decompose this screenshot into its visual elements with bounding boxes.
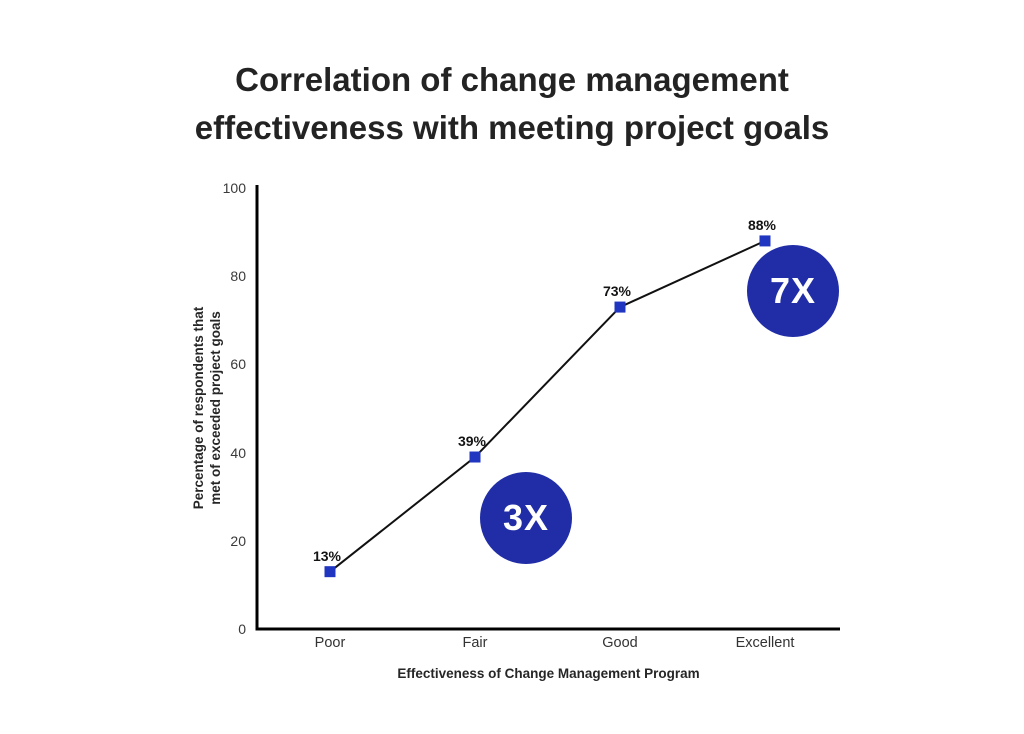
chart-title-line2: effectiveness with meeting project goals <box>194 109 830 146</box>
data-point-label: 13% <box>312 547 342 564</box>
data-point-marker-fair <box>469 451 481 463</box>
multiplier-badge-3x: 3X <box>480 472 572 564</box>
y-tick-label: 20 <box>230 532 246 549</box>
y-tick-label: 80 <box>230 268 246 285</box>
data-line <box>329 240 766 573</box>
data-point-label: 88% <box>747 216 777 233</box>
x-category-label-good: Good <box>602 635 638 651</box>
data-point-marker-poor <box>324 566 336 578</box>
x-category-label-excellent: Excellent <box>735 635 795 651</box>
chart-title-line1: Correlation of change management <box>235 61 789 98</box>
data-point-label: 39% <box>457 433 487 449</box>
x-category-label-fair: Fair <box>462 635 488 651</box>
multiplier-badge-7x: 7X <box>747 245 839 337</box>
y-axis-title-line1: Percentage of respondents that <box>191 306 206 510</box>
y-tick-label: 60 <box>230 356 246 373</box>
y-tick-label: 0 <box>238 621 246 637</box>
chart-title: Correlation of change management effecti… <box>0 56 1024 152</box>
y-tick-label: 100 <box>222 180 246 196</box>
data-point-marker-excellent <box>759 235 771 247</box>
data-point-marker-good <box>614 301 626 313</box>
data-point-label: 73% <box>602 283 632 300</box>
y-tick-label: 40 <box>230 444 246 461</box>
y-axis-title: Percentage of respondents that met of ex… <box>190 307 224 510</box>
y-axis-title-line2: met of exceeded project goals <box>208 311 223 505</box>
x-category-label-poor: Poor <box>314 635 346 651</box>
x-axis-title: Effectiveness of Change Management Progr… <box>397 666 700 681</box>
